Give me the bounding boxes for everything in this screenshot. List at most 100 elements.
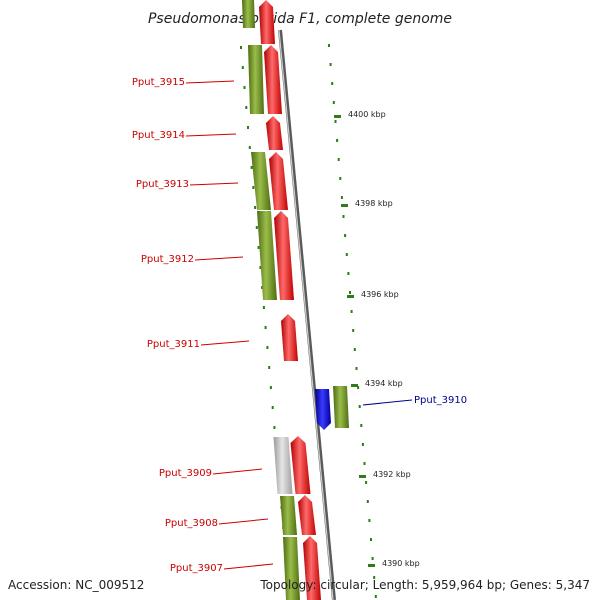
gene-label-pput-3909[interactable]: Pput_3909 xyxy=(159,468,212,479)
track-dot xyxy=(254,206,257,209)
track-dot xyxy=(344,234,347,237)
backbone xyxy=(278,29,336,600)
pseudo-feature xyxy=(273,437,293,494)
track-dot xyxy=(257,246,260,249)
cds-feature xyxy=(274,211,294,300)
scale-tick-mark xyxy=(351,384,358,387)
scale-tick-label: 4390 kbp xyxy=(382,559,420,568)
genome-summary-text: Topology: circular; Length: 5,959,964 bp… xyxy=(260,578,590,592)
track-dot xyxy=(339,177,342,180)
track-dot xyxy=(360,424,363,427)
track-dot xyxy=(266,346,269,349)
gene-feature xyxy=(280,496,297,535)
track-dot xyxy=(329,63,332,66)
track-dot xyxy=(271,406,274,409)
cds-feature xyxy=(266,116,283,150)
track-dot xyxy=(352,329,355,332)
track-dot xyxy=(245,106,248,109)
gene-feature xyxy=(333,386,349,428)
track-dot xyxy=(349,291,351,294)
gene-leader-line xyxy=(362,399,413,406)
track-dot xyxy=(269,386,272,389)
scale-tick-label: 4398 kbp xyxy=(355,199,393,208)
scale-tick-mark xyxy=(368,564,375,567)
gene-leader-line xyxy=(212,468,263,475)
gene-leader-line xyxy=(185,133,237,137)
track-dot xyxy=(368,519,371,522)
gene-leader-line xyxy=(194,256,244,261)
track-dot xyxy=(261,286,264,289)
gene-features xyxy=(242,0,349,600)
track-dot xyxy=(366,500,369,503)
gene-leader-line xyxy=(189,182,239,186)
track-dot xyxy=(365,481,368,484)
track-dot xyxy=(347,272,350,275)
gene-label-pput-3915[interactable]: Pput_3915 xyxy=(132,77,185,88)
gene-leader-line xyxy=(223,563,274,570)
scale-tick-mark xyxy=(359,475,366,478)
gene-label-pput-3910[interactable]: Pput_3910 xyxy=(414,395,467,406)
gene-label-pput-3908[interactable]: Pput_3908 xyxy=(165,518,218,529)
track-dot xyxy=(336,139,339,142)
cds-feature xyxy=(269,152,288,210)
track-dot xyxy=(240,46,242,49)
gene-leader-line xyxy=(185,80,235,84)
track-dot xyxy=(248,146,251,149)
scale-tick-mark xyxy=(347,295,354,298)
track-dot xyxy=(357,386,360,389)
track-dot xyxy=(273,426,276,429)
cds-feature xyxy=(298,495,316,535)
outer-dotted-track xyxy=(328,44,377,598)
gene-leader-line xyxy=(200,340,250,346)
track-dot xyxy=(345,253,348,256)
gene-feature xyxy=(242,0,255,28)
track-dot xyxy=(353,348,356,351)
track-dot xyxy=(328,44,330,47)
track-dot xyxy=(252,186,255,189)
track-dot xyxy=(370,538,372,541)
gene-feature xyxy=(251,152,271,210)
scale-tick-label: 4400 kbp xyxy=(348,110,386,119)
track-dot xyxy=(374,595,377,598)
scale-tick-label: 4392 kbp xyxy=(373,470,411,479)
gene-feature xyxy=(283,537,300,600)
track-dot xyxy=(243,86,246,89)
track-dot xyxy=(361,443,364,446)
track-dot xyxy=(363,462,366,465)
track-dot xyxy=(350,310,353,313)
track-dot xyxy=(355,367,358,370)
track-dot xyxy=(358,405,361,408)
track-dot xyxy=(331,82,334,85)
map-title: Pseudomonas putida F1, complete genome xyxy=(148,11,452,27)
track-dot xyxy=(241,66,244,69)
scale-tick-mark xyxy=(334,115,341,118)
track-dot xyxy=(264,326,267,329)
track-dot xyxy=(342,215,345,218)
gene-label-pput-3907[interactable]: Pput_3907 xyxy=(170,563,223,574)
track-dot xyxy=(371,557,374,560)
track-dot xyxy=(247,126,249,129)
gene-label-pput-3911[interactable]: Pput_3911 xyxy=(147,339,200,350)
track-dot xyxy=(373,576,376,579)
accession-text: Accession: NC_009512 xyxy=(8,578,145,592)
cds-feature xyxy=(281,314,298,361)
track-dot xyxy=(340,196,343,199)
track-dot xyxy=(259,266,262,269)
highlight-feature xyxy=(315,389,331,430)
cds-feature xyxy=(303,536,321,600)
gene-feature xyxy=(248,45,264,114)
scale-tick-mark xyxy=(341,204,348,207)
track-dot xyxy=(332,101,335,104)
gene-feature xyxy=(257,211,277,300)
gene-label-pput-3913[interactable]: Pput_3913 xyxy=(136,179,189,190)
gene-label-pput-3914[interactable]: Pput_3914 xyxy=(132,130,185,141)
gene-label-pput-3912[interactable]: Pput_3912 xyxy=(141,254,194,265)
track-dot xyxy=(337,158,340,161)
cds-feature xyxy=(290,436,311,494)
cds-feature xyxy=(259,0,275,44)
track-dot xyxy=(250,166,253,169)
track-dot xyxy=(262,306,265,309)
track-dot xyxy=(268,366,271,369)
cds-feature xyxy=(264,45,282,114)
